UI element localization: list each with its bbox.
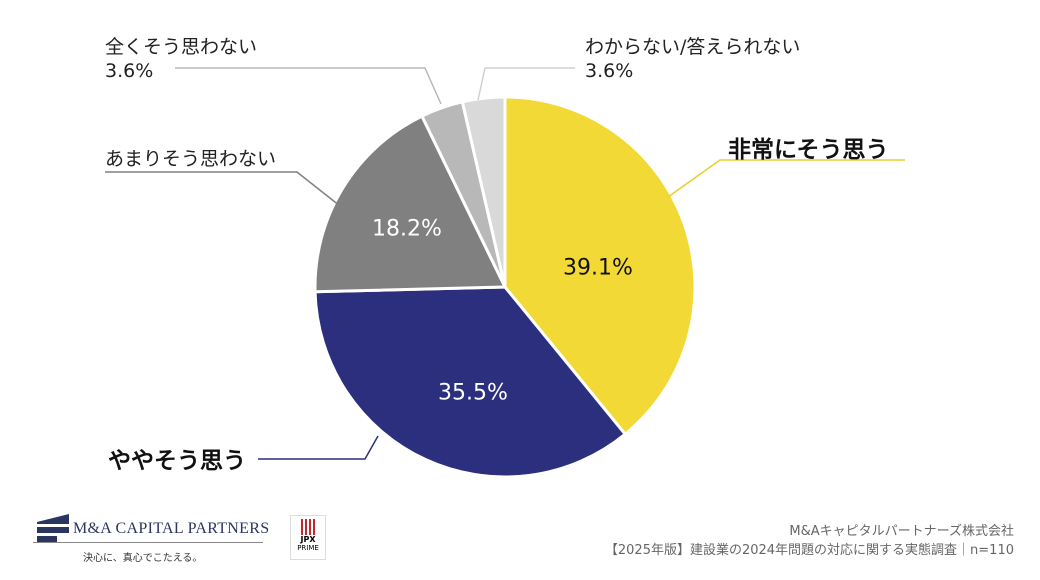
footer-source: M&Aキャピタルパートナーズ株式会社 【2025年版】建設業の2024年問題の対… <box>605 522 1014 560</box>
label-not-much: あまりそう思わない <box>105 148 277 170</box>
value-unknown: 3.6% <box>585 60 634 82</box>
value-very: 39.1% <box>563 255 633 281</box>
company-logo: M&A CAPITAL PARTNERS 決心に、真心でこたえる。 <box>33 512 269 564</box>
footer-company: M&Aキャピタルパートナーズ株式会社 <box>789 524 1014 539</box>
pie-slice-1 <box>313 285 628 479</box>
leader-line-not-much <box>105 171 341 207</box>
pie-slice-4 <box>460 95 507 288</box>
value-not-at-all: 3.6% <box>105 60 154 82</box>
jpx-mark-icon <box>301 519 315 535</box>
value-not-much: 18.2% <box>372 216 442 242</box>
value-somewhat: 35.5% <box>438 380 508 406</box>
logo-tagline: 決心に、真心でこたえる。 <box>83 553 203 564</box>
label-somewhat: ややそう思う <box>108 448 246 474</box>
logo-mark-icon <box>37 514 69 542</box>
leader-line-very <box>667 159 905 198</box>
label-not-at-all: 全くそう思わない <box>105 36 258 58</box>
leader-line-somewhat <box>258 435 379 460</box>
pie-slice-0 <box>503 95 697 437</box>
logo-name: M&A CAPITAL PARTNERS <box>73 520 270 537</box>
jpx-prime-logo: JPX PRIME <box>290 515 326 560</box>
leader-line-not-at-all <box>175 67 442 105</box>
leader-line-unknown <box>477 67 575 101</box>
jpx-text: JPX <box>300 535 316 544</box>
jpx-prime-text: PRIME <box>297 544 319 552</box>
label-unknown: わからない/答えられない <box>585 36 801 58</box>
label-very: 非常にそう思う <box>728 137 889 163</box>
footer-survey: 【2025年版】建設業の2024年問題の対応に関する実態調査｜n=110 <box>604 543 1014 558</box>
pie-slice-2 <box>313 114 508 294</box>
